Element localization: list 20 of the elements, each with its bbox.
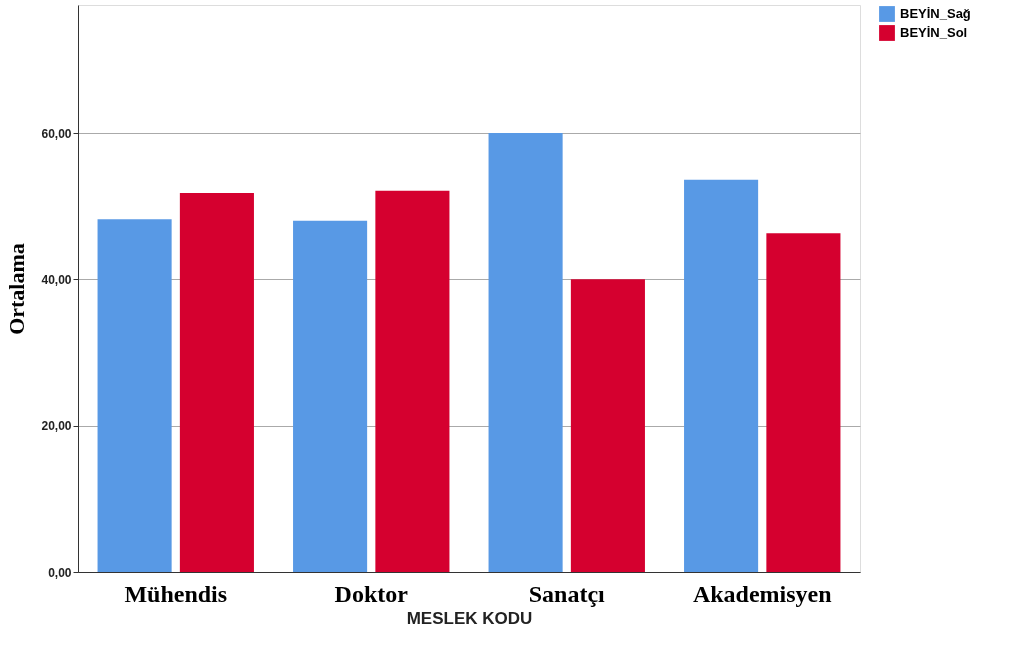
legend-label: BEYİN_Sağ — [900, 6, 971, 21]
bar — [179, 193, 254, 572]
bar — [570, 279, 645, 572]
x-tick-label: Akademisyen — [692, 580, 832, 607]
x-axis-title: MESLEK KODU — [406, 608, 533, 628]
bar — [766, 233, 841, 572]
y-tick-label: 0,00 — [48, 565, 72, 580]
bar — [488, 133, 563, 572]
y-tick-label: 60,00 — [41, 126, 72, 141]
x-tick-label: Sanatçı — [528, 580, 606, 607]
y-axis-title: Ortalama — [4, 243, 30, 335]
x-tick-label: Doktor — [334, 580, 409, 607]
x-tick-label: Mühendis — [124, 580, 228, 607]
y-tick-label: 20,00 — [41, 419, 72, 434]
bar — [375, 190, 450, 572]
y-tick-label: 40,00 — [41, 272, 72, 287]
bar — [293, 220, 368, 572]
bar — [684, 179, 759, 572]
legend-label: BEYİN_Sol — [900, 25, 968, 40]
bar — [97, 219, 172, 572]
